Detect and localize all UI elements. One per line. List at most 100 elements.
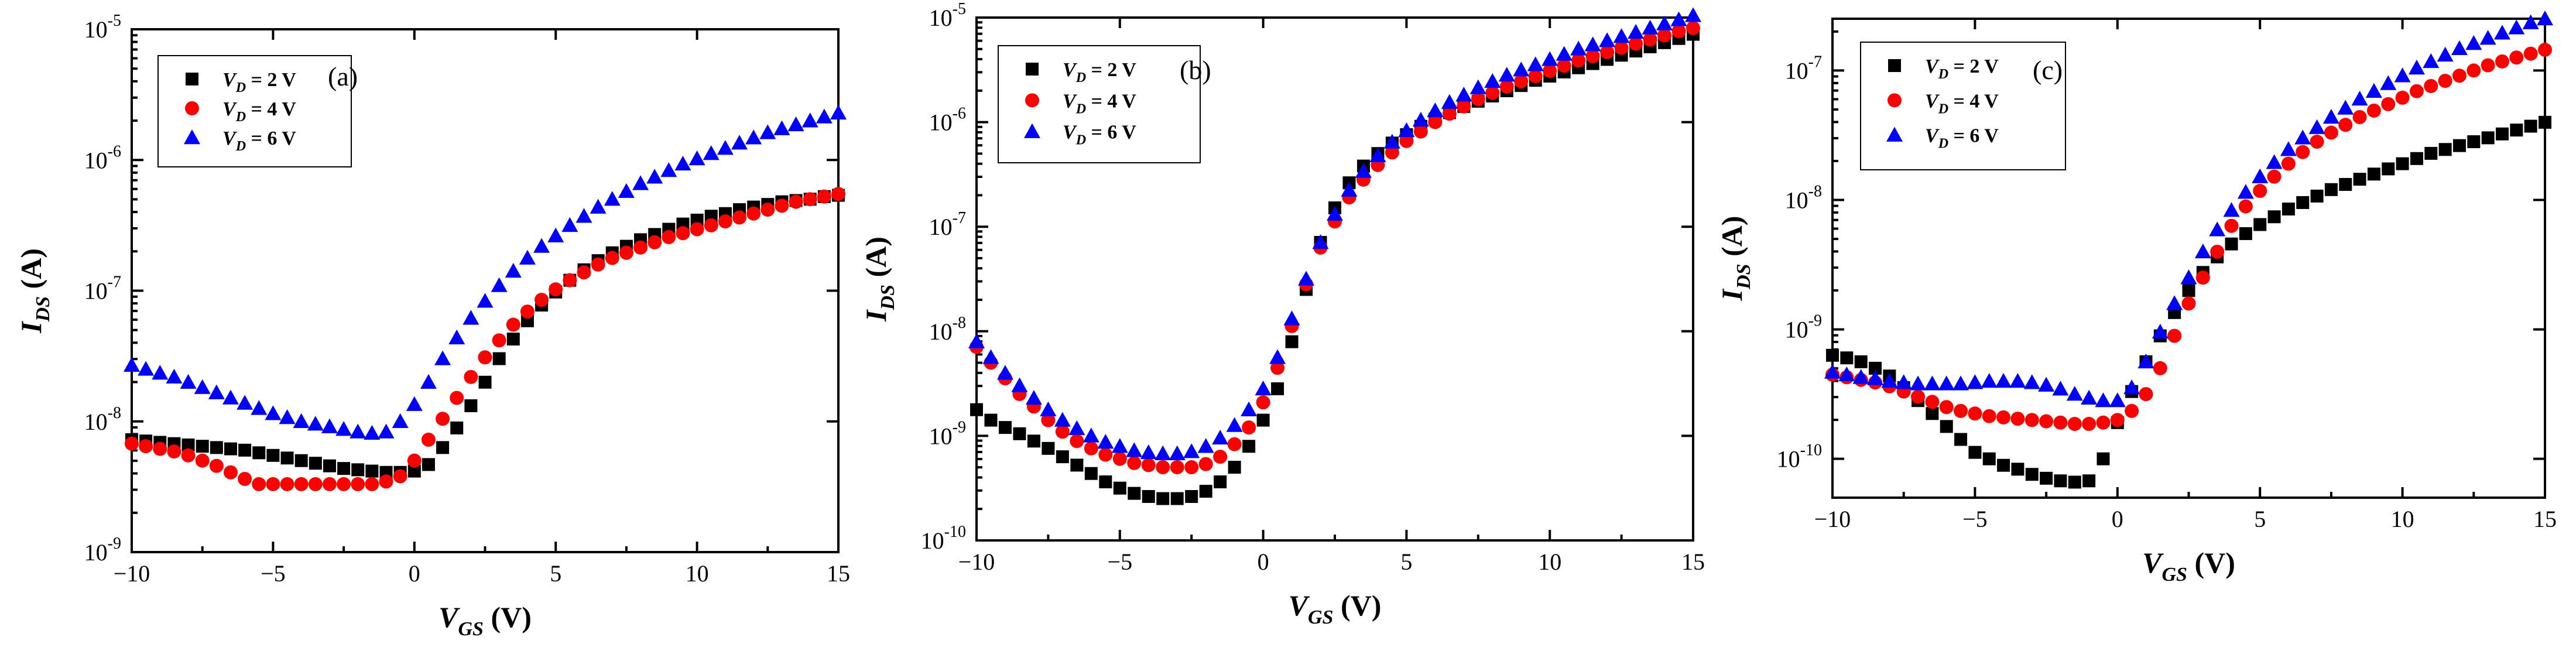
data-point: [125, 436, 139, 451]
data-point: [337, 477, 351, 491]
panel-tag: (b): [1180, 55, 1211, 85]
x-axis-title: VGS (V): [1289, 589, 1382, 628]
data-point: [280, 477, 294, 491]
data-point: [2452, 69, 2467, 83]
data-point: [1527, 56, 1544, 71]
data-point: [1938, 375, 1955, 391]
data-point: [2025, 468, 2039, 481]
data-point: [1484, 73, 1501, 88]
legend-marker: [1886, 126, 1903, 142]
data-point: [1270, 361, 1285, 375]
data-point: [478, 350, 492, 365]
x-tick-label: −5: [1108, 549, 1133, 575]
series-3: [124, 104, 847, 440]
legend-label: VD = 4 V: [222, 98, 296, 125]
x-tick-label: 5: [1400, 549, 1412, 575]
data-point: [535, 293, 549, 307]
data-point: [1895, 374, 1912, 389]
data-point: [2467, 63, 2481, 78]
data-point: [124, 357, 140, 372]
data-point: [2367, 167, 2380, 181]
data-point: [322, 477, 337, 491]
data-point: [2282, 202, 2295, 215]
data-point: [477, 293, 494, 308]
data-point: [2395, 90, 2410, 105]
data-point: [2224, 218, 2239, 233]
y-tick-label: 10-6: [929, 105, 966, 136]
data-point: [2381, 97, 2396, 111]
series-2: [125, 187, 845, 491]
panel-tag: (a): [328, 61, 358, 91]
series-1: [125, 189, 845, 479]
data-point: [280, 451, 294, 465]
data-point: [1126, 442, 1143, 457]
data-point: [1055, 424, 1070, 439]
data-point: [238, 443, 252, 457]
data-point: [2110, 413, 2125, 427]
data-point: [2266, 154, 2283, 169]
data-point: [2524, 119, 2537, 133]
data-point: [2267, 169, 2282, 184]
data-point: [1499, 79, 1514, 94]
data-point: [996, 365, 1013, 380]
data-point: [464, 369, 478, 384]
data-point: [365, 477, 379, 491]
legend-marker: [184, 129, 200, 145]
data-point: [789, 194, 803, 209]
data-point: [1441, 94, 1458, 109]
data-point: [1997, 458, 2010, 472]
legend-label: VD = 2 V: [1925, 56, 1999, 82]
data-point: [563, 273, 577, 287]
y-tick-label: 10-8: [1785, 183, 1822, 214]
data-point: [619, 245, 633, 260]
data-point: [2182, 284, 2195, 297]
data-point: [195, 453, 210, 468]
data-point: [1982, 452, 1996, 465]
data-point: [2338, 118, 2353, 132]
data-point: [1940, 420, 1953, 433]
data-point: [549, 282, 563, 297]
data-point: [1911, 389, 1926, 404]
data-point: [2123, 379, 2140, 395]
panel-a: −10 −5 0 5 10 15 10-9 10-8 10-7 10-6 10-5 VGS (V) ID…: [15, 12, 850, 640]
data-point: [323, 459, 336, 472]
data-point: [1642, 19, 1659, 35]
y-tick-label: 10-5: [929, 0, 966, 31]
data-point: [1070, 434, 1084, 448]
series-3: [1824, 11, 2553, 408]
data-point: [1824, 364, 1841, 379]
data-point: [223, 465, 238, 480]
data-point: [1967, 374, 1984, 389]
data-point: [436, 412, 450, 426]
y-tick-label: 10-9: [929, 418, 966, 449]
data-point: [1084, 441, 1098, 456]
y-tick-label: 10-7: [1785, 53, 1822, 84]
data-point: [1256, 395, 1270, 410]
data-point: [1926, 407, 1939, 420]
data-point: [1327, 206, 1343, 221]
data-point: [2194, 243, 2211, 259]
data-point: [351, 463, 365, 477]
data-point: [506, 333, 520, 346]
data-point: [505, 263, 522, 278]
data-point: [2351, 91, 2368, 106]
data-point: [407, 464, 421, 478]
data-point: [1854, 355, 1868, 368]
y-axis-title: IDS (A): [1715, 216, 1755, 302]
data-point: [266, 448, 280, 462]
data-point: [2424, 146, 2438, 160]
data-point: [1185, 489, 1198, 503]
data-point: [1585, 49, 1600, 64]
data-point: [294, 477, 309, 491]
data-point: [2495, 127, 2509, 141]
data-point: [2253, 218, 2267, 231]
data-point: [265, 405, 282, 420]
data-point: [605, 251, 619, 265]
legend-label: VD = 6 V: [222, 128, 296, 154]
data-point: [1924, 375, 1941, 391]
data-point: [803, 192, 817, 207]
data-point: [718, 214, 732, 229]
data-point: [1614, 40, 1629, 55]
data-point: [674, 155, 691, 171]
data-point: [167, 444, 181, 459]
